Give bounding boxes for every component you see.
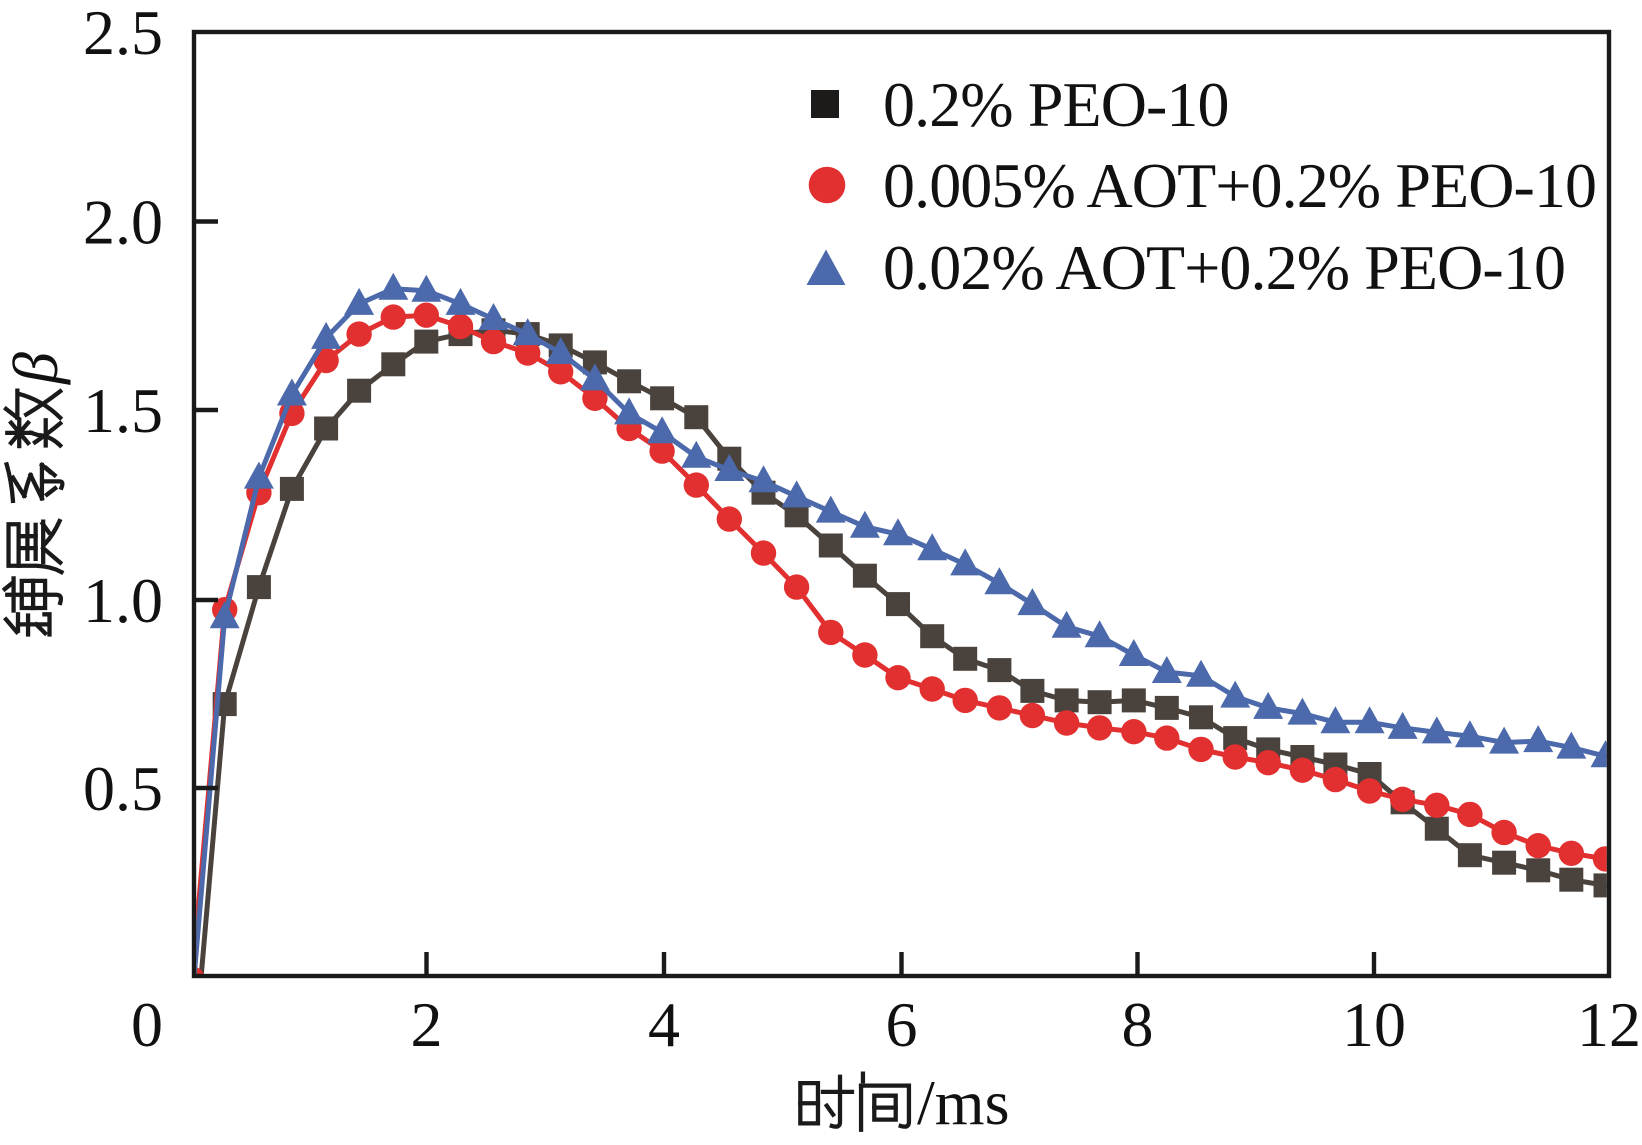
svg-text:β: β: [0, 352, 71, 386]
svg-text:2.5: 2.5: [83, 0, 163, 68]
svg-text:12: 12: [1577, 989, 1641, 1060]
svg-text:1.5: 1.5: [83, 375, 163, 446]
svg-text:6: 6: [886, 989, 918, 1060]
svg-text:0.2% PEO-10: 0.2% PEO-10: [883, 69, 1229, 140]
svg-text:2: 2: [411, 989, 443, 1060]
svg-text:0.02% AOT+0.2% PEO-10: 0.02% AOT+0.2% PEO-10: [883, 232, 1565, 303]
svg-text:/ms: /ms: [917, 1067, 1009, 1138]
svg-text:4: 4: [648, 989, 680, 1060]
svg-text:0.5: 0.5: [83, 753, 163, 824]
svg-text:0.005% AOT+0.2% PEO-10: 0.005% AOT+0.2% PEO-10: [883, 150, 1596, 221]
svg-text:0: 0: [131, 989, 163, 1060]
svg-text:8: 8: [1122, 989, 1154, 1060]
svg-text:2.0: 2.0: [83, 187, 163, 258]
svg-text:1.0: 1.0: [83, 565, 163, 636]
svg-text:10: 10: [1342, 989, 1406, 1060]
